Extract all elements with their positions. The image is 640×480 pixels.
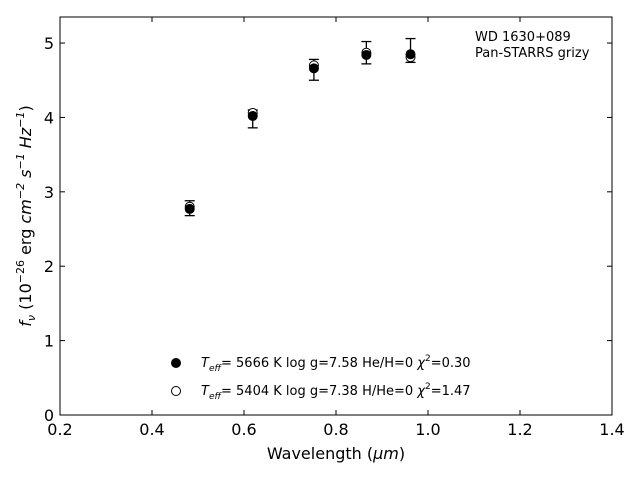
legend-label-2: Teff= 5404 K log g=7.38 H/He=0 χ2=1.47 [201,382,471,402]
legend-marker-open [171,386,181,396]
x-tick-label: 1.0 [415,420,440,439]
x-tick-label: 0.2 [47,420,72,439]
x-tick-label: 1.4 [599,420,624,439]
y-tick-label: 5 [44,34,54,53]
legend: Teff= 5666 K log g=7.58 He/H=0 χ2=0.30 T… [171,354,471,402]
x-tick-label: 1.2 [507,420,532,439]
y-tick-label: 3 [44,183,54,202]
model-point-filled [184,203,195,214]
annotation-line-1: WD 1630+089 [475,30,571,45]
x-tick-label: 0.4 [139,420,164,439]
legend-label-1: Teff= 5666 K log g=7.58 He/H=0 χ2=0.30 [201,354,471,374]
x-tick-label: 0.8 [323,420,348,439]
y-tick-label: 0 [44,406,54,425]
y-tick-label: 1 [44,332,54,351]
y-axis-ticks: 0 1 2 3 4 5 [44,34,612,425]
y-axis-label: fν (10−26 erg cm−2 s−1 Hz−1) [14,105,38,326]
model-point-filled [405,49,416,60]
error-bars [184,37,416,217]
x-axis-label: Wavelength (μm) [267,444,405,463]
model-point-filled [247,110,258,121]
x-axis-ticks: 0.2 0.4 0.6 0.8 1.0 1.2 1.4 [47,17,625,439]
y-tick-label: 2 [44,257,54,276]
y-tick-label: 4 [44,108,54,127]
x-tick-label: 0.6 [231,420,256,439]
annotation-line-2: Pan-STARRS grizy [475,46,590,61]
legend-marker-filled [171,358,181,368]
model-point-filled [361,49,372,60]
model-point-filled [308,63,319,74]
data-markers [184,47,416,214]
